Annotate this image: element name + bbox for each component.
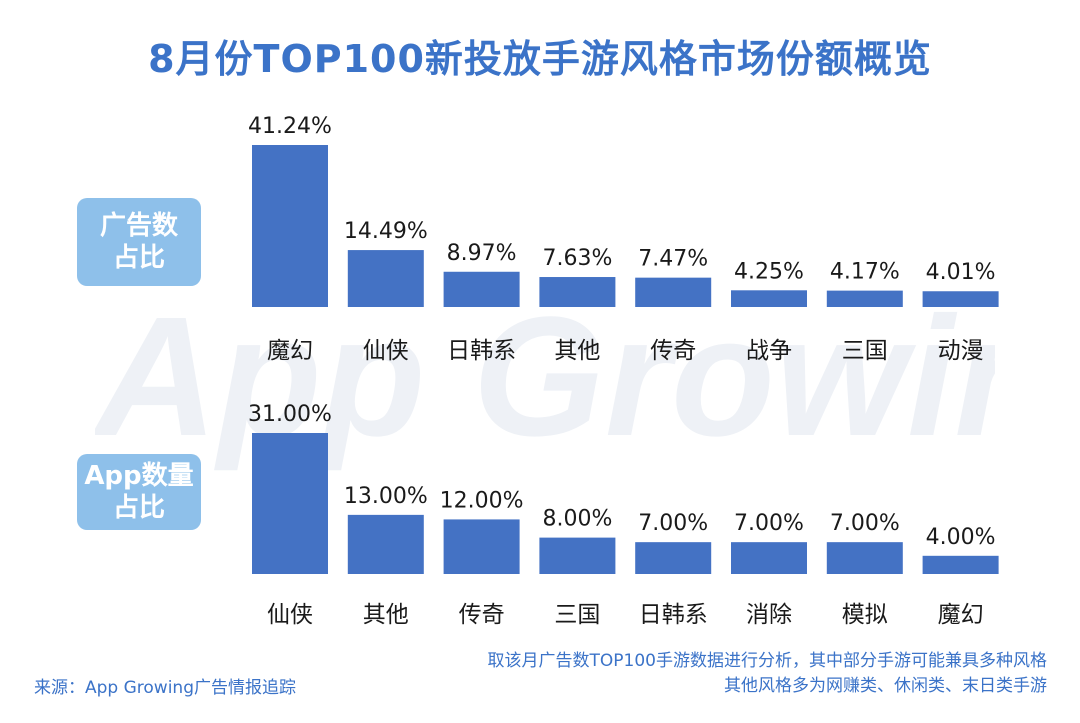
- category-label-1-7: 三国: [842, 338, 888, 364]
- value-label-1-7: 4.17%: [830, 260, 900, 285]
- side-label-ad-share: 广告数 占比: [77, 198, 201, 286]
- value-label-2-2: 13.00%: [344, 484, 428, 509]
- footer-note-line1: 取该月广告数TOP100手游数据进行分析，其中部分手游可能兼具多种风格: [487, 651, 1047, 671]
- value-label-1-5: 7.47%: [638, 247, 708, 272]
- footer-note: 取该月广告数TOP100手游数据进行分析，其中部分手游可能兼具多种风格 其他风格…: [488, 649, 1047, 699]
- bar-1-7: [826, 290, 903, 307]
- bar-2-8: [922, 555, 999, 574]
- bar-2-5: [635, 542, 712, 574]
- category-label-2-5: 日韩系: [639, 602, 708, 628]
- value-label-1-8: 4.01%: [926, 260, 996, 285]
- category-label-1-3: 日韩系: [447, 338, 516, 364]
- bar-1-1: [252, 145, 328, 307]
- category-label-1-6: 战争: [746, 338, 792, 364]
- page-title: 8月份TOP100新投放手游风格市场份额概览: [148, 37, 932, 81]
- category-label-1-2: 仙侠: [363, 338, 409, 364]
- category-label-1-8: 动漫: [938, 338, 984, 364]
- side-label-app-share: App数量 占比: [77, 454, 201, 530]
- watermark-text: App Growing: [95, 285, 995, 472]
- bar-1-5: [635, 277, 712, 307]
- bar-1-3: [443, 271, 520, 307]
- value-label-2-1: 31.00%: [248, 402, 332, 427]
- app-growing-watermark: App Growing: [95, 285, 995, 472]
- bar-1-6: [731, 290, 807, 307]
- value-label-1-1: 41.24%: [248, 114, 332, 139]
- category-label-2-7: 模拟: [842, 602, 888, 628]
- bar-2-6: [731, 542, 807, 574]
- bar-1-2: [347, 250, 424, 307]
- value-label-2-7: 7.00%: [830, 511, 900, 536]
- value-label-1-4: 7.63%: [542, 246, 612, 271]
- value-label-1-2: 14.49%: [344, 219, 428, 244]
- category-label-2-2: 其他: [363, 602, 409, 628]
- bar-2-2: [347, 514, 424, 574]
- category-label-2-1: 仙侠: [267, 602, 313, 628]
- value-label-2-6: 7.00%: [734, 511, 804, 536]
- side-label-app-line2: 占比: [112, 493, 165, 523]
- category-label-2-6: 消除: [746, 602, 792, 628]
- bar-2-1: [252, 433, 328, 574]
- value-label-2-3: 12.00%: [440, 488, 524, 513]
- category-label-1-1: 魔幻: [267, 338, 313, 364]
- bar-2-3: [443, 519, 520, 574]
- category-label-1-5: 传奇: [650, 338, 696, 364]
- bar-1-4: [539, 277, 616, 307]
- value-label-2-8: 4.00%: [926, 525, 996, 550]
- value-label-2-4: 8.00%: [542, 507, 612, 532]
- category-label-1-4: 其他: [554, 338, 600, 364]
- value-label-2-5: 7.00%: [638, 511, 708, 536]
- footer-source: 来源：App Growing广告情报追踪: [34, 678, 296, 698]
- side-label-ad-line2: 占比: [112, 243, 165, 273]
- category-label-2-3: 传奇: [459, 602, 505, 628]
- bar-2-4: [539, 537, 616, 574]
- category-label-2-8: 魔幻: [938, 602, 984, 628]
- footer-note-line2: 其他风格多为网赚类、休闲类、末日类手游: [724, 676, 1047, 696]
- value-label-1-3: 8.97%: [447, 241, 517, 266]
- side-label-app-line1: App数量: [84, 461, 194, 491]
- bar-1-8: [922, 291, 999, 307]
- value-label-1-6: 4.25%: [734, 259, 804, 284]
- category-label-2-4: 三国: [554, 602, 600, 628]
- bar-2-7: [826, 542, 903, 574]
- side-label-ad-line1: 广告数: [99, 211, 178, 241]
